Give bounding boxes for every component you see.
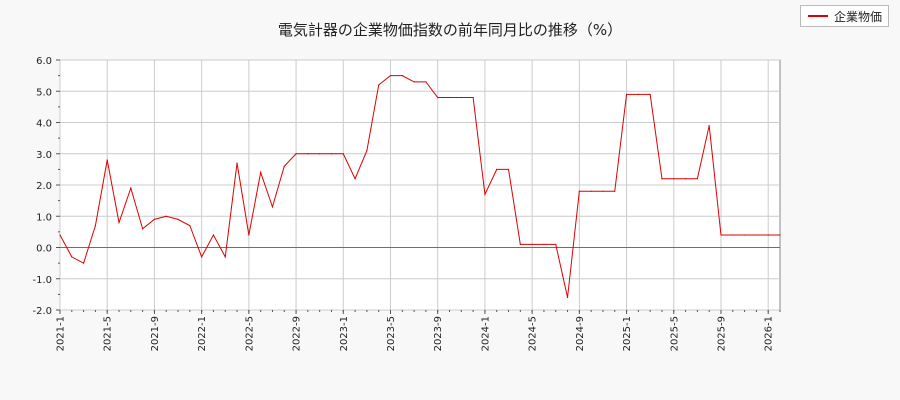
y-tick-label: 3.0 xyxy=(36,150,52,161)
data-point xyxy=(496,168,498,170)
data-point xyxy=(366,150,368,152)
data-point xyxy=(83,262,85,264)
series-line xyxy=(59,75,780,298)
data-point xyxy=(578,190,580,192)
data-point xyxy=(354,178,356,180)
x-tick-label: 2022-1 xyxy=(197,316,208,351)
chart-title: 電気計器の企業物価指数の前年同月比の推移（%） xyxy=(277,21,623,39)
data-point xyxy=(201,256,203,258)
x-tick-label: 2021-5 xyxy=(103,316,114,351)
x-tick-label: 2022-5 xyxy=(244,316,255,351)
data-point xyxy=(378,84,380,86)
data-point xyxy=(271,206,274,208)
data-point xyxy=(118,221,120,224)
data-point xyxy=(425,81,427,83)
x-tick-label: 2025-1 xyxy=(622,316,633,351)
data-point xyxy=(755,234,757,236)
data-point xyxy=(732,234,734,236)
x-tick-label: 2023-5 xyxy=(386,316,397,351)
data-point xyxy=(236,162,238,164)
x-tick-label: 2024-9 xyxy=(575,316,586,351)
data-point xyxy=(625,93,628,95)
x-tick-label: 2026-1 xyxy=(764,316,775,351)
data-point xyxy=(507,168,510,170)
x-tick-label: 2023-9 xyxy=(433,316,444,351)
data-point xyxy=(472,96,474,99)
data-point xyxy=(566,296,569,299)
data-point xyxy=(94,225,97,227)
data-point xyxy=(283,165,285,167)
data-point xyxy=(614,190,616,192)
data-point xyxy=(71,256,73,258)
data-point xyxy=(767,234,769,236)
data-point xyxy=(661,178,663,180)
y-tick-label: 6.0 xyxy=(36,56,52,67)
data-point xyxy=(531,243,533,245)
data-point xyxy=(543,243,545,245)
data-point xyxy=(248,234,250,236)
data-point xyxy=(649,93,651,95)
data-point xyxy=(720,234,722,236)
data-point xyxy=(779,234,781,236)
data-point xyxy=(59,234,61,236)
data-point xyxy=(189,225,191,227)
y-tick-label: 5.0 xyxy=(36,87,52,98)
y-tick-label: 4.0 xyxy=(36,119,52,130)
data-point xyxy=(330,153,333,155)
data-point xyxy=(743,234,746,236)
x-tick-label: 2024-1 xyxy=(480,316,491,351)
data-point xyxy=(142,228,144,230)
x-tick-label: 2025-5 xyxy=(669,316,680,351)
data-point xyxy=(460,96,462,99)
data-point xyxy=(696,178,698,180)
data-point xyxy=(590,190,592,192)
data-point xyxy=(401,75,403,77)
data-point xyxy=(212,234,215,236)
legend-label: 企業物価 xyxy=(834,9,883,24)
data-point xyxy=(295,153,297,155)
x-tick-label: 2024-5 xyxy=(528,316,539,351)
y-tick-label: 2.0 xyxy=(36,181,52,192)
data-point xyxy=(555,243,557,245)
data-point xyxy=(437,96,439,99)
legend: 企業物価 xyxy=(800,5,889,27)
data-point xyxy=(519,243,521,245)
data-point xyxy=(637,93,639,95)
data-point xyxy=(342,153,344,155)
data-point xyxy=(319,153,321,155)
data-point xyxy=(413,81,415,83)
data-point xyxy=(708,125,710,127)
x-tick-label: 2021-9 xyxy=(150,316,161,351)
data-point xyxy=(684,178,687,180)
data-point xyxy=(224,256,226,258)
data-point xyxy=(106,159,108,161)
data-point xyxy=(673,178,675,180)
x-tick-label: 2021-1 xyxy=(56,316,67,351)
data-point xyxy=(153,218,156,220)
data-point xyxy=(165,215,167,217)
data-point xyxy=(448,96,451,99)
y-tick-label: 1.0 xyxy=(36,212,52,223)
x-tick-label: 2025-9 xyxy=(716,316,727,351)
data-point xyxy=(484,193,486,195)
data-point xyxy=(389,75,392,77)
y-tick-label: -2.0 xyxy=(32,306,52,317)
data-point xyxy=(130,187,132,189)
data-point xyxy=(307,153,309,155)
x-tick-label: 2023-1 xyxy=(339,316,350,351)
legend-swatch xyxy=(808,15,828,17)
y-tick-label: -1.0 xyxy=(32,275,52,286)
data-point xyxy=(602,190,604,192)
y-tick-label: 0.0 xyxy=(36,244,52,255)
data-point xyxy=(177,218,179,220)
data-point xyxy=(260,171,262,174)
x-tick-label: 2022-9 xyxy=(292,316,303,351)
